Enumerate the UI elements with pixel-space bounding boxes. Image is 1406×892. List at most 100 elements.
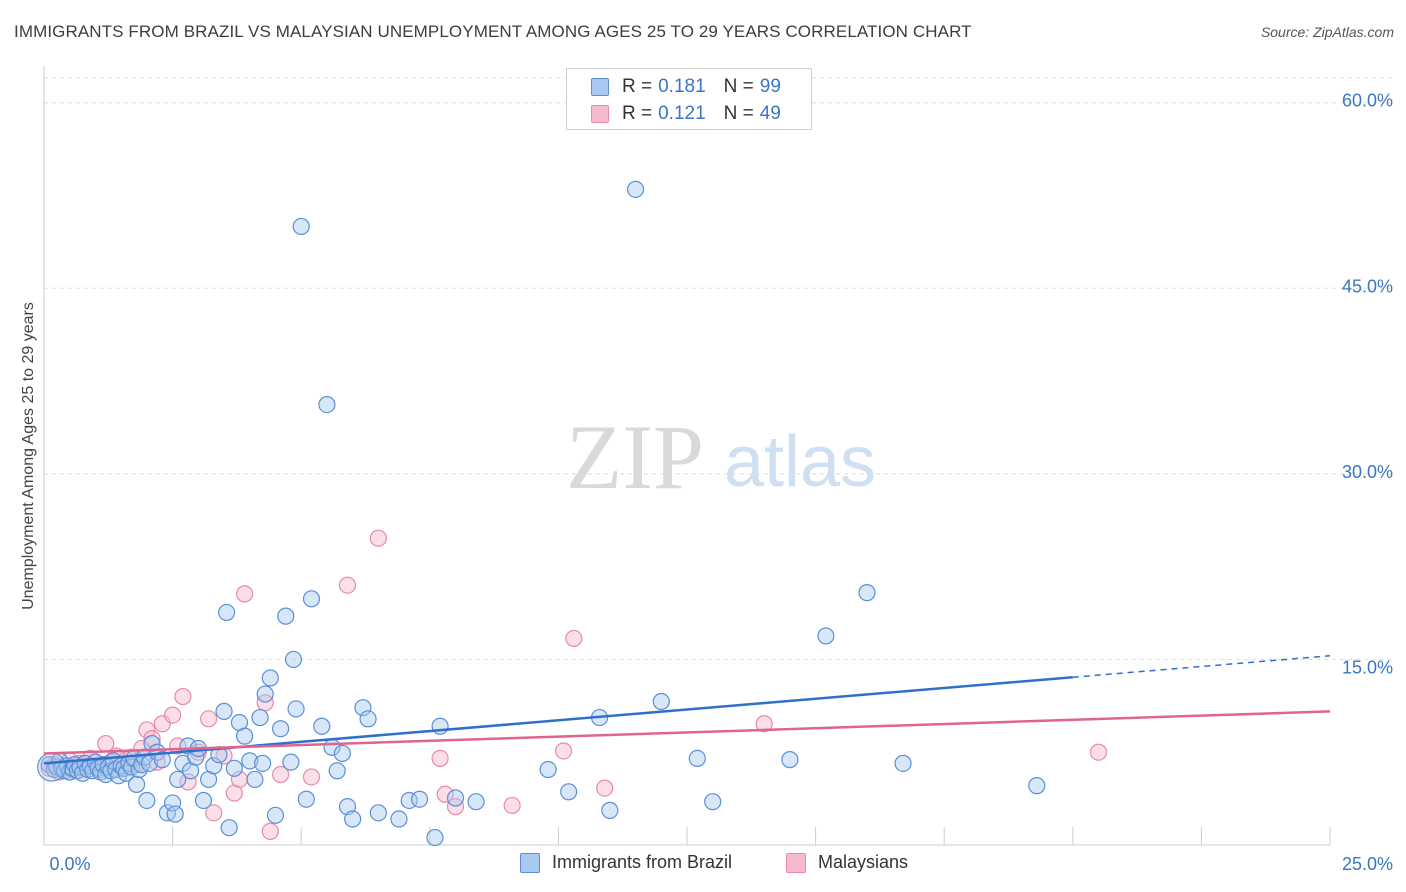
brazil-point xyxy=(688,749,706,768)
tick-labels: 15.0% 30.0% 45.0% 60.0% 0.0% 25.0% xyxy=(49,91,1393,874)
brazil-point xyxy=(328,762,346,780)
brazil-point xyxy=(287,700,305,718)
brazil-point xyxy=(236,727,254,745)
brazil-point xyxy=(446,789,465,807)
brazil-point xyxy=(127,775,146,793)
legend-r-value-malaysians: 0.121 xyxy=(658,103,706,124)
malaysians-point xyxy=(179,773,197,791)
brazil-point xyxy=(359,710,377,728)
brazil-point xyxy=(302,590,321,608)
malaysians-point xyxy=(200,710,218,728)
brazil-point xyxy=(626,180,645,198)
series-legend-malaysians[interactable]: Malaysians xyxy=(786,852,908,873)
brazil-point xyxy=(390,810,408,828)
malaysians-point xyxy=(174,687,192,706)
brazil-point xyxy=(426,828,444,847)
brazil-point xyxy=(153,751,171,769)
legend-n-label: N = xyxy=(723,103,754,124)
brazil-point xyxy=(251,708,269,727)
watermark: ZIP atlas xyxy=(566,406,876,508)
brazil-point xyxy=(225,759,243,777)
brazil-point xyxy=(266,806,285,824)
malaysians-point xyxy=(1089,743,1108,761)
brazil-point xyxy=(539,760,557,779)
series-label-brazil: Immigrants from Brazil xyxy=(552,852,733,872)
brazil-point xyxy=(218,603,236,622)
malaysians-point xyxy=(436,785,454,803)
brazil-point xyxy=(333,744,351,763)
brazil-point xyxy=(215,702,233,720)
trend-lines xyxy=(43,654,1331,765)
brazil-point xyxy=(284,650,303,669)
y-tick-label: 15.0% xyxy=(1342,657,1393,677)
y-tick-label: 45.0% xyxy=(1342,276,1393,296)
legend-r-value-brazil: 0.181 xyxy=(658,76,706,97)
brazil-cluster-point xyxy=(37,752,67,782)
brazil-point xyxy=(292,217,310,236)
brazil-point xyxy=(194,791,213,810)
brazil-point xyxy=(894,754,912,772)
malaysians-point xyxy=(503,796,521,815)
brazil-point xyxy=(254,754,272,772)
malaysians-point xyxy=(302,768,321,786)
malaysians-point xyxy=(272,765,290,784)
brazil-point xyxy=(354,699,372,717)
malaysians-point xyxy=(446,798,465,816)
brazil-point xyxy=(272,720,290,738)
series-legend: Immigrants from Brazil Malaysians xyxy=(0,852,1406,876)
brazil-point xyxy=(277,607,295,625)
chart-title: IMMIGRANTS FROM BRAZIL VS MALAYSIAN UNEM… xyxy=(14,22,972,41)
brazil-point xyxy=(138,791,156,810)
brazil-point xyxy=(369,804,387,822)
brazil-point xyxy=(246,770,264,789)
brazil-point xyxy=(261,669,279,687)
legend-n-value-brazil: 99 xyxy=(759,76,781,97)
malaysians-point xyxy=(236,585,254,603)
malaysians-point xyxy=(431,749,449,768)
malaysians-point xyxy=(554,742,573,760)
legend-swatch-brazil xyxy=(591,78,609,96)
malaysians-point xyxy=(755,715,773,733)
legend-r-label: R = xyxy=(622,103,653,124)
y-tick-label: 60.0% xyxy=(1342,91,1393,111)
brazil-point xyxy=(164,794,182,812)
malaysians-point xyxy=(205,804,223,822)
brazil-point xyxy=(256,685,274,703)
series-legend-brazil[interactable]: Immigrants from Brazil xyxy=(520,852,732,873)
series-swatch-malaysians xyxy=(786,852,806,873)
brazil-point xyxy=(297,790,315,808)
brazil-point xyxy=(344,810,362,828)
series-label-malaysians: Malaysians xyxy=(818,852,909,872)
brazil-point xyxy=(467,793,485,811)
malaysians-point xyxy=(338,576,357,594)
y-tick-label: 30.0% xyxy=(1342,462,1393,482)
series-swatch-brazil xyxy=(520,852,540,873)
legend-n-value-malaysians: 49 xyxy=(759,103,781,124)
brazil-point xyxy=(652,692,670,711)
brazil-point xyxy=(169,770,187,789)
brazil-point xyxy=(781,751,799,769)
brazil-point xyxy=(1028,777,1046,795)
brazil-point xyxy=(318,395,336,414)
x-tick-label: 25.0% xyxy=(1342,854,1393,874)
x-tick-label: 0.0% xyxy=(49,854,90,874)
malaysians-point xyxy=(596,779,614,797)
watermark-zip: ZIP xyxy=(566,406,704,508)
legend-row-brazil: R = 0.181 N = 99 xyxy=(591,76,781,98)
watermark-atlas: atlas xyxy=(724,422,876,502)
brazil-point xyxy=(220,819,238,837)
malaysians-trend-line xyxy=(43,710,1331,755)
legend-row-malaysians: R = 0.121 N = 49 xyxy=(591,103,781,125)
brazil-point xyxy=(143,734,161,753)
brazil-point xyxy=(282,753,300,771)
brazil-point xyxy=(166,805,184,823)
malaysians-point xyxy=(261,822,279,840)
legend-r-label: R = xyxy=(622,76,653,97)
brazil-point xyxy=(858,584,876,602)
brazil-point xyxy=(817,627,835,645)
brazil-point xyxy=(205,757,223,775)
malaysians-point xyxy=(164,706,182,724)
legend-swatch-malaysians xyxy=(591,105,609,123)
y-axis-label: Unemployment Among Ages 25 to 29 years xyxy=(20,302,37,610)
